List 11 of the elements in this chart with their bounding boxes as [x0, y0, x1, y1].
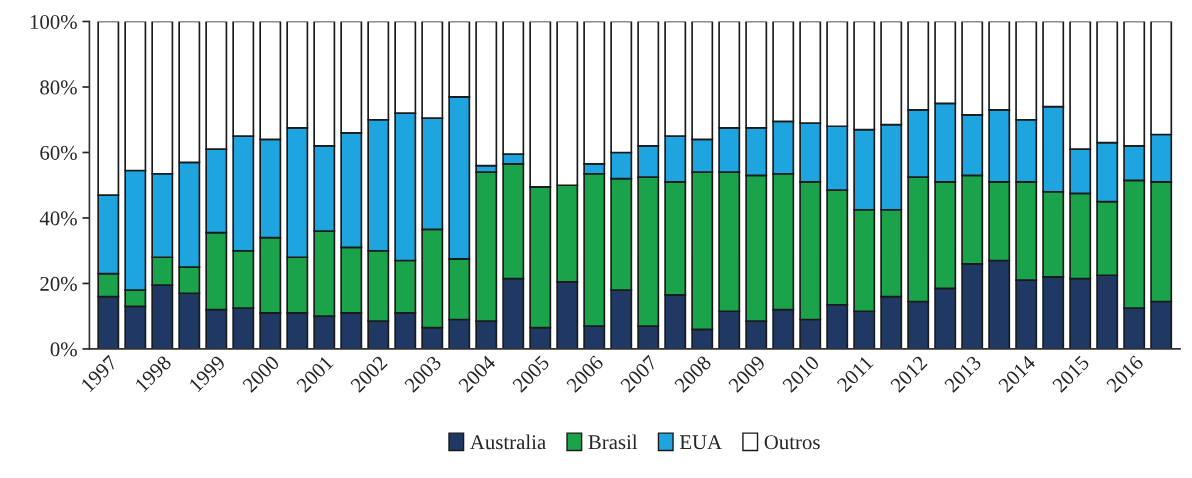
- y-tick-label: 0%: [50, 342, 77, 357]
- y-tick-label: 20%: [40, 276, 77, 291]
- y-tick-label: 100%: [30, 14, 77, 30]
- legend-label: Australia: [470, 434, 546, 450]
- y-tick-label: 80%: [40, 80, 77, 95]
- y-tick-label: 60%: [40, 145, 77, 160]
- y-tick-label: 40%: [39, 211, 77, 226]
- legend-label: Brasil: [588, 434, 638, 450]
- legend-label: Outros: [764, 435, 820, 450]
- x-tick-label: 2011: [836, 355, 874, 393]
- legend-label: EUA: [679, 435, 722, 450]
